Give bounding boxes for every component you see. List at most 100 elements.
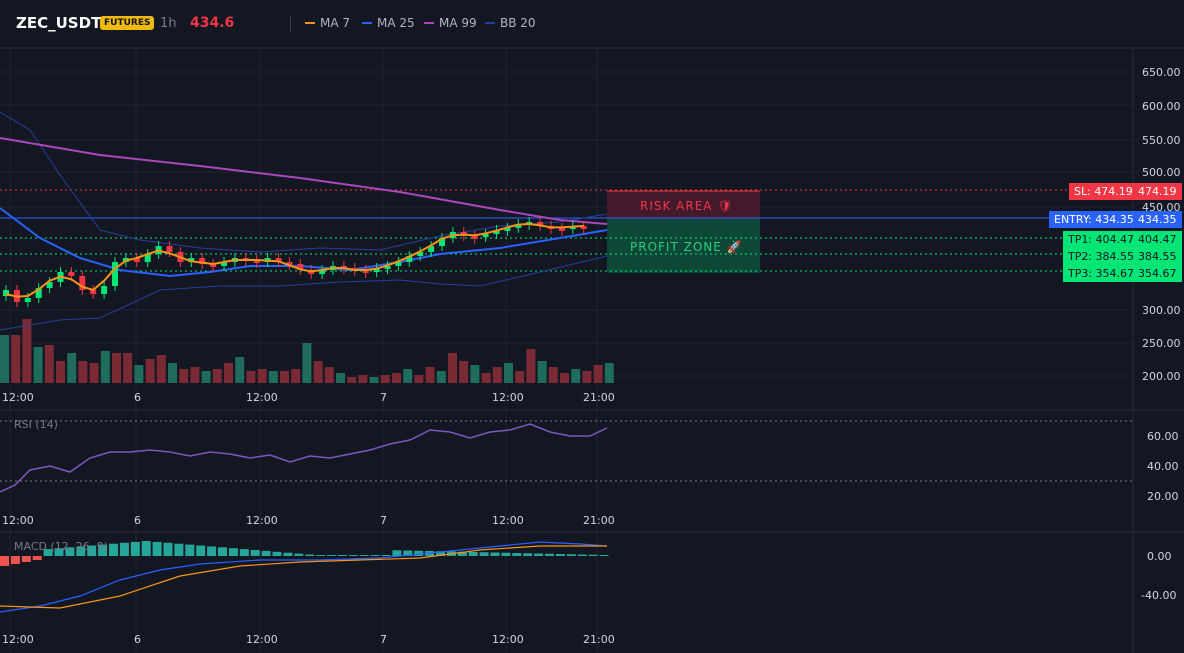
risk-area-label: RISK AREA 🛡	[640, 199, 734, 213]
macd-hist-bar	[523, 553, 533, 556]
volume-bar	[582, 371, 592, 383]
macd-hist-bar	[501, 552, 511, 556]
candle-body	[275, 258, 282, 262]
candle-body	[493, 230, 500, 234]
candle-body	[428, 246, 435, 252]
time-tick: 21:00	[583, 633, 615, 646]
symbol-name[interactable]: ZEC_USDT	[16, 14, 102, 32]
candle-body	[482, 234, 489, 237]
candle-body	[406, 256, 413, 262]
time-tick: 7	[380, 391, 387, 404]
time-tick: 12:00	[2, 391, 34, 404]
last-price: 434.6	[190, 15, 235, 31]
candle-body	[515, 224, 522, 228]
macd-line	[0, 541, 608, 613]
sl-axis-tag: 474.19	[1133, 183, 1182, 200]
candle-body	[471, 236, 478, 239]
macd-hist-bar	[599, 555, 609, 556]
price-tick: 550.00	[1142, 134, 1181, 147]
macd-hist-bar	[32, 556, 42, 560]
ma25-line	[0, 207, 608, 278]
candle-body	[384, 266, 391, 269]
macd-hist-bar	[490, 552, 500, 556]
tp3-axis-tag: 354.67	[1133, 265, 1182, 282]
bb-lower-line	[0, 255, 608, 331]
time-tick: 12:00	[246, 391, 278, 404]
bb-upper-line	[0, 111, 608, 253]
candle-body	[210, 264, 217, 267]
volume-bar	[336, 373, 345, 383]
legend-ma7-label: MA 7	[320, 16, 351, 30]
volume-bars	[0, 319, 614, 383]
legend-ma25[interactable]: MA 25	[362, 16, 415, 30]
futures-badge: FUTURES	[100, 16, 155, 30]
volume-bar	[11, 335, 21, 383]
rsi-tick: 40.00	[1147, 460, 1179, 473]
tp2-tag: TP2: 384.55	[1063, 248, 1140, 265]
volume-bar	[369, 377, 379, 383]
legend-bb20[interactable]: BB 20	[485, 16, 536, 30]
macd-hist-bar	[163, 542, 173, 556]
risk-area-box	[607, 191, 760, 219]
macd-hist-bar	[512, 553, 522, 556]
macd-hist-bar	[588, 554, 598, 556]
volume-bar	[22, 319, 32, 383]
time-tick: 21:00	[583, 391, 615, 404]
volume-bar	[0, 335, 9, 383]
timeframe-label[interactable]: 1h	[160, 16, 177, 31]
sl-tag: SL: 474.19	[1069, 183, 1138, 200]
candle-body	[133, 258, 140, 262]
time-tick: 21:00	[583, 514, 615, 527]
macd-hist-bar	[359, 555, 369, 556]
macd-hist-bar	[414, 550, 424, 556]
candle-body	[144, 254, 151, 262]
volume-bar	[100, 351, 110, 383]
candle-body	[35, 288, 42, 298]
macd-hist-bar	[119, 542, 129, 556]
macd-hist-bar	[174, 543, 184, 556]
macd-hist-bar	[566, 554, 576, 556]
candle-body	[417, 252, 424, 256]
macd-tick: -40.00	[1141, 589, 1177, 602]
time-tick: 12:00	[246, 633, 278, 646]
legend-ma99[interactable]: MA 99	[424, 16, 477, 30]
time-tick: 6	[134, 514, 141, 527]
volume-bar	[604, 363, 614, 383]
macd-signal-line	[0, 545, 607, 609]
tp1-axis-tag: 404.47	[1133, 231, 1182, 248]
candle-body	[221, 262, 227, 266]
macd-hist-bar	[555, 554, 565, 556]
macd-hist-bar	[109, 543, 118, 556]
volume-bar	[123, 353, 133, 383]
price-tick: 650.00	[1142, 66, 1181, 79]
volume-bar	[280, 371, 289, 383]
macd-hist-bar	[534, 553, 544, 556]
legend-ma7[interactable]: MA 7	[305, 16, 350, 30]
volume-bar	[235, 357, 245, 383]
volume-bar	[112, 353, 121, 383]
volume-bar	[179, 369, 189, 383]
legend-bb20-label: BB 20	[500, 16, 536, 30]
volume-bar	[392, 373, 401, 383]
macd-hist-bar	[0, 556, 9, 566]
macd-hist-bar	[348, 555, 358, 556]
candle-body	[79, 276, 86, 290]
macd-hist-bar	[283, 552, 293, 556]
macd-hist-bar	[337, 555, 347, 556]
volume-bar	[156, 355, 166, 383]
macd-hist-bar	[370, 555, 380, 556]
candle-body	[373, 268, 380, 272]
volume-bar	[537, 361, 547, 383]
candle-body	[112, 262, 118, 286]
volume-bar	[436, 371, 446, 383]
macd-hist-bar	[327, 555, 336, 556]
price-tick: 450.00	[1142, 201, 1181, 214]
volume-bar	[324, 367, 334, 383]
volume-bar	[414, 375, 424, 383]
macd-hist-bar	[54, 548, 64, 556]
volume-bar	[571, 369, 581, 383]
time-tick: 12:00	[2, 633, 34, 646]
volume-bar	[302, 343, 312, 383]
ma7-swatch	[305, 22, 315, 24]
